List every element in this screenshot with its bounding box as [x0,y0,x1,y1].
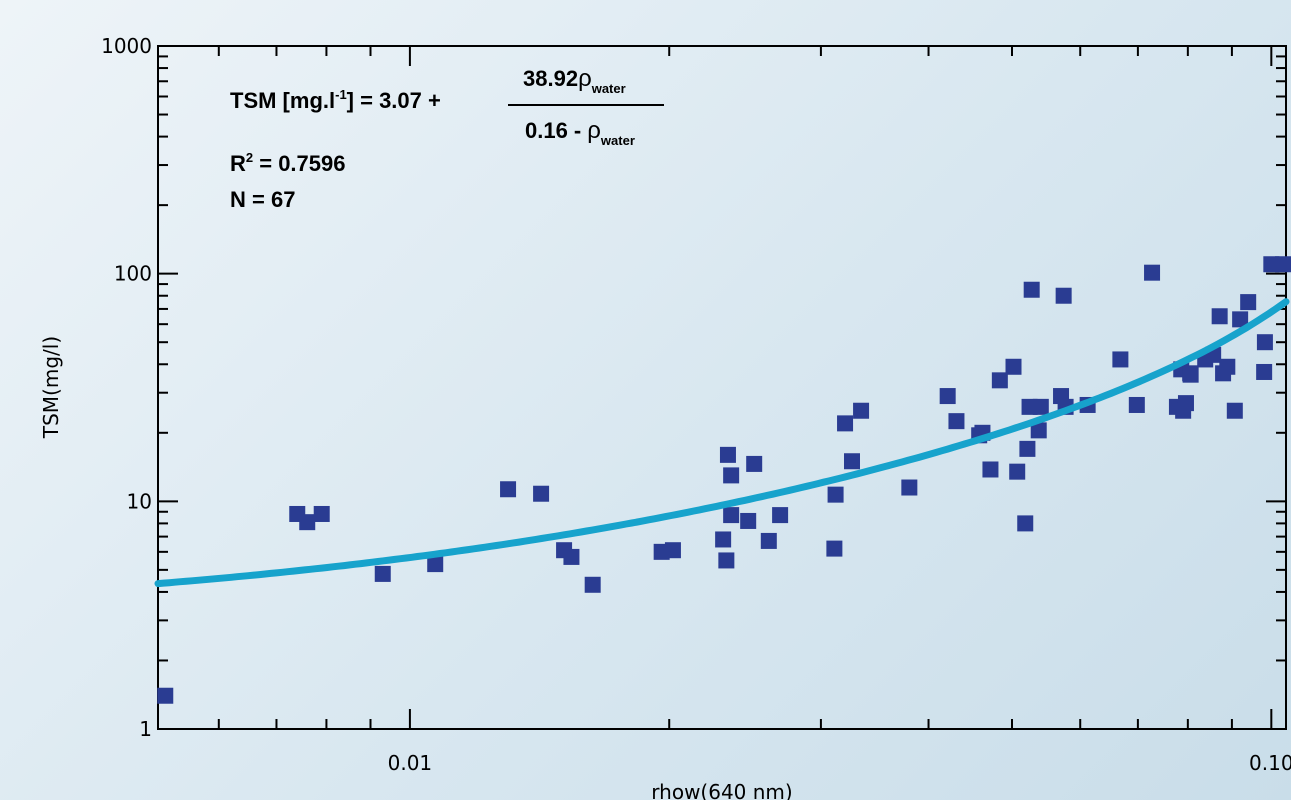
y-axis-title: TSM(mg/l) [39,336,63,439]
data-point [563,548,580,565]
r-squared: R2 = 0.7596 [230,150,346,176]
data-point [1177,395,1194,412]
data-point [1023,281,1040,298]
data-point [157,687,174,704]
data-point [746,455,763,472]
data-point [1144,264,1161,281]
data-point [826,540,843,557]
y-tick-label: 10 [127,489,152,513]
equation-annotation: TSM [mg.l-1] = 3.07 + 38.92ρwater 0.16 -… [230,65,664,212]
data-point [715,531,732,548]
data-point [740,512,757,529]
data-point [723,467,740,484]
plot-frame [157,45,1287,730]
y-tick-label: 1 [139,717,152,741]
data-point [982,461,999,478]
data-point [500,481,517,498]
data-point [1256,334,1273,351]
data-point [1019,440,1036,457]
data-point [827,486,844,503]
data-point [844,453,861,470]
data-point [1055,287,1072,304]
data-points [157,256,1291,704]
data-point [853,402,870,419]
equation-lhs: TSM [mg.l-1] = 3.07 + [230,87,441,113]
data-point [718,552,735,569]
data-point [719,446,736,463]
fit-curve [154,298,1290,588]
data-point [299,514,316,531]
x-tick-label: 0.10 [1249,751,1291,775]
y-tick-label: 100 [114,262,152,286]
data-point [374,565,391,582]
data-point [1256,363,1273,380]
data-point [313,505,330,522]
data-point [1275,256,1291,273]
data-point [1226,402,1243,419]
data-point [1240,294,1257,311]
data-point [1112,351,1129,368]
data-point [664,542,681,559]
data-point [723,507,740,524]
data-point [1211,308,1228,325]
data-point [901,479,918,496]
data-point [1032,398,1049,415]
ticks [158,45,1286,730]
equation-numerator: 38.92ρwater [523,65,626,96]
data-point [1030,422,1047,439]
data-point [939,388,956,405]
equation-denominator: 0.16 - ρwater [525,117,635,148]
data-point [1128,396,1145,413]
axes [157,45,1287,730]
y-tick-label: 1000 [101,34,152,58]
data-point [760,532,777,549]
data-point [1182,366,1199,383]
data-point [1219,358,1236,375]
x-axis-title: rhow(640 nm) [651,780,792,800]
data-point [991,372,1008,389]
data-point [1005,358,1022,375]
data-point [1017,515,1034,532]
data-point [427,556,444,573]
data-point [1232,311,1249,328]
x-tick-label: 0.01 [388,751,433,775]
data-point [584,576,601,593]
data-point [533,485,550,502]
data-point [948,413,965,430]
data-point [837,415,854,432]
data-point [1009,463,1026,480]
n-count: N = 67 [230,187,295,212]
tick-labels: 0.01 0.10 1 10 100 1000 [101,34,1291,775]
data-point [772,507,789,524]
